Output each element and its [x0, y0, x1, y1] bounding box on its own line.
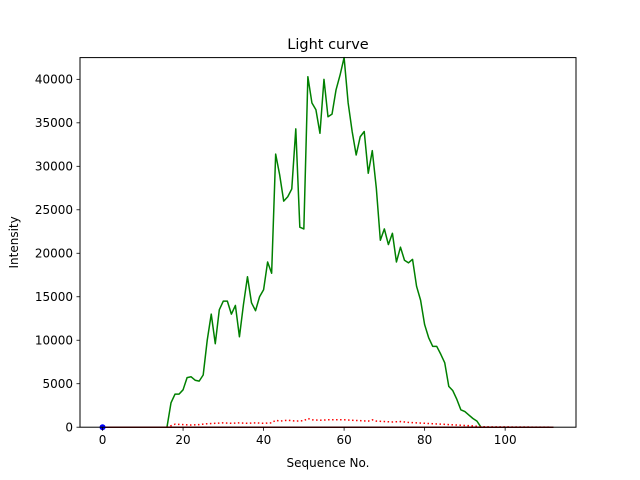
x-tick-label: 100 — [494, 433, 517, 447]
x-tick-label: 0 — [99, 433, 107, 447]
x-axis: 0 20 40 60 80 100 — [99, 427, 517, 447]
x-tick-label: 60 — [336, 433, 351, 447]
y-tick-label: 25000 — [35, 203, 73, 217]
y-tick-label: 0 — [65, 421, 73, 435]
y-tick-label: 35000 — [35, 116, 73, 130]
x-tick-label: 80 — [417, 433, 432, 447]
y-tick-label: 40000 — [35, 73, 73, 87]
y-tick-label: 20000 — [35, 247, 73, 261]
x-axis-label: Sequence No. — [287, 456, 370, 470]
y-tick-label: 10000 — [35, 334, 73, 348]
series-1-line — [102, 56, 554, 428]
y-tick-label: 30000 — [35, 160, 73, 174]
chart-title: Light curve — [287, 37, 369, 53]
y-tick-label: 5000 — [42, 377, 73, 391]
x-tick-label: 20 — [175, 433, 190, 447]
series-2-line — [102, 417, 554, 428]
x-tick-label: 40 — [256, 433, 271, 447]
y-axis-label: Intensity — [7, 216, 21, 268]
plot-frame — [79, 57, 577, 428]
y-axis: 0 5000 10000 15000 20000 25000 30000 35000 40000 — [35, 73, 80, 435]
y-tick-label: 15000 — [35, 290, 73, 304]
